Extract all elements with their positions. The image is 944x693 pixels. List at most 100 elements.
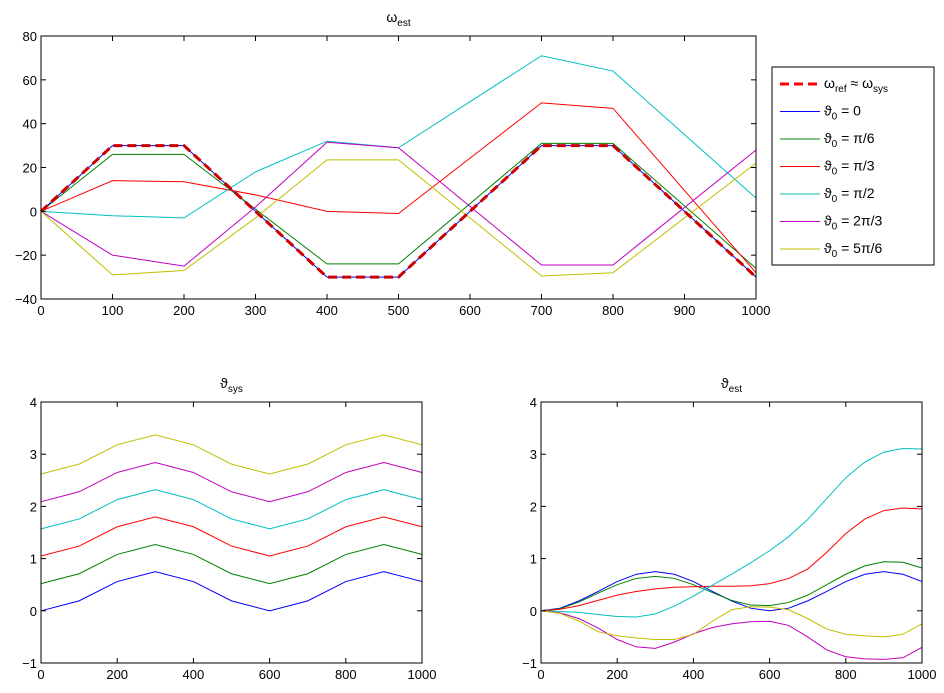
y-tick-label: 1 <box>30 552 37 567</box>
x-tick-label: 0 <box>37 303 44 318</box>
series-line-3 <box>540 447 923 618</box>
y-tick-label: 2 <box>530 499 537 514</box>
y-tick-label: −1 <box>22 656 37 671</box>
label-text: ϑ <box>220 375 228 391</box>
y-tick-label: 3 <box>530 447 537 462</box>
label-subscript: ref <box>835 84 847 95</box>
series-line-2 <box>40 102 757 274</box>
y-tick-label: 2 <box>30 499 37 514</box>
x-tick-label: 200 <box>173 303 195 318</box>
y-tick-label: 4 <box>30 395 37 410</box>
x-tick-label: 0 <box>37 667 44 682</box>
x-tick-label: 400 <box>316 303 338 318</box>
legend-entry-label: ϑ0 = π/6 <box>824 130 875 150</box>
label-subscript: 0 <box>832 222 838 233</box>
x-tick-label: 400 <box>683 667 705 682</box>
x-tick-label: 0 <box>537 667 544 682</box>
series-line-4 <box>40 141 757 267</box>
y-tick-label: 4 <box>530 395 537 410</box>
label-text: ≈ ω <box>847 75 873 91</box>
label-subscript: sys <box>873 84 888 95</box>
series-line-reference <box>39 144 758 279</box>
y-tick-label: 40 <box>23 117 37 132</box>
series-line-2 <box>40 516 423 557</box>
top-chart-omega-est: 0 100 200 300 400 500 600 700 800 900 1000 −40 −20 0 2… <box>15 9 771 318</box>
y-tick-label: 0 <box>30 204 37 219</box>
x-tick-label: 900 <box>674 303 696 318</box>
label-text: ω <box>824 75 835 91</box>
label-text: = π/2 <box>837 185 875 201</box>
x-tick-label: 800 <box>835 667 857 682</box>
y-tick-label: −1 <box>522 656 537 671</box>
legend-entry-label: ωref ≈ ωsys <box>824 75 888 95</box>
series-group <box>540 447 923 660</box>
label-subscript: est <box>729 384 743 395</box>
label-text: ϑ <box>824 185 832 201</box>
x-tick-label: 400 <box>183 667 205 682</box>
label-text: ϑ <box>824 158 832 174</box>
y-tick-label: 80 <box>23 29 37 44</box>
label-text: ϑ <box>824 213 832 229</box>
x-tick-label: 200 <box>606 667 628 682</box>
y-tick-label: −20 <box>15 248 37 263</box>
series-line-5 <box>540 606 923 641</box>
x-tick-label: 500 <box>388 303 410 318</box>
x-tick-label: 600 <box>459 303 481 318</box>
series-line-5 <box>40 159 757 277</box>
y-tick-label: 60 <box>23 73 37 88</box>
label-subscript: 0 <box>832 139 838 150</box>
x-tick-label: 200 <box>106 667 128 682</box>
x-tick-label: 100 <box>102 303 124 318</box>
label-text: = 0 <box>837 103 861 119</box>
x-tick-label: 800 <box>602 303 624 318</box>
label-subscript: 0 <box>832 194 838 205</box>
label-text: ϑ <box>824 103 832 119</box>
label-subscript: sys <box>228 384 243 395</box>
label-subscript: 0 <box>832 167 838 178</box>
label-subscript: est <box>397 18 411 29</box>
series-group <box>40 434 423 612</box>
x-tick-label: 600 <box>759 667 781 682</box>
legend-entry-label: ϑ0 = π/3 <box>824 158 875 178</box>
chart-title: ϑest <box>721 375 742 395</box>
label-text: = 5π/6 <box>837 240 882 256</box>
label-text: = π/6 <box>837 130 875 146</box>
label-subscript: 0 <box>832 112 838 123</box>
label-text: ϑ <box>824 130 832 146</box>
y-tick-label: 1 <box>530 552 537 567</box>
series-line-3 <box>40 489 423 530</box>
legend-entry-label: ϑ0 = π/2 <box>824 185 875 205</box>
axes-frame <box>40 401 423 664</box>
label-text: = 2π/3 <box>837 213 882 229</box>
x-tick-label: 1000 <box>408 667 437 682</box>
y-tick-label: 0 <box>30 604 37 619</box>
x-tick-label: 1000 <box>908 667 937 682</box>
chart-title: ϑsys <box>220 375 243 395</box>
legend-entry-label: ϑ0 = 2π/3 <box>824 213 883 233</box>
x-tick-label: 800 <box>335 667 357 682</box>
y-tick-label: 3 <box>30 447 37 462</box>
chart-title: ωest <box>386 9 410 29</box>
x-tick-label: 1000 <box>742 303 771 318</box>
axes-frame <box>540 401 923 664</box>
y-tick-label: −40 <box>15 292 37 307</box>
series-line-1 <box>40 543 423 585</box>
legend-entry-label: ϑ0 = 0 <box>824 103 861 123</box>
series-line-0 <box>40 571 423 612</box>
series-line-4 <box>540 610 923 660</box>
series-line-3 <box>40 55 757 219</box>
label-subscript: 0 <box>832 249 838 260</box>
series-line-1 <box>540 561 923 612</box>
label-text: ϑ <box>721 375 729 391</box>
series-line-5 <box>40 434 423 475</box>
y-tick-label: 20 <box>23 161 37 176</box>
x-tick-label: 600 <box>259 667 281 682</box>
label-text: ϑ <box>824 240 832 256</box>
x-tick-label: 700 <box>531 303 553 318</box>
series-line-2 <box>540 507 923 612</box>
label-text: = π/3 <box>837 158 875 174</box>
